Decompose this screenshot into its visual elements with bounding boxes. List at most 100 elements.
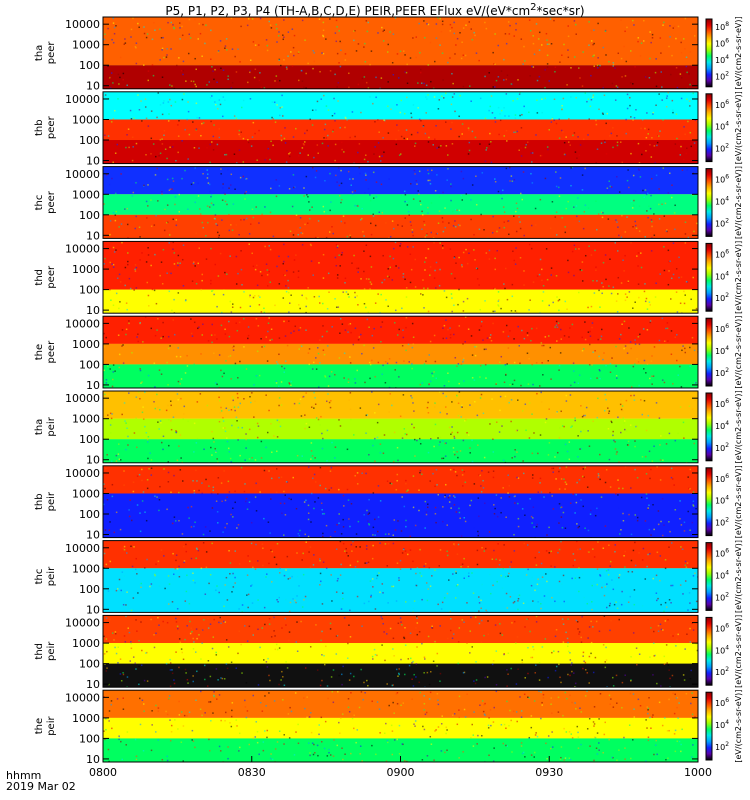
speckle-pixel <box>651 383 653 385</box>
speckle-pixel <box>369 281 372 283</box>
speckle-pixel <box>638 343 641 346</box>
speckle-pixel <box>564 226 566 228</box>
speckle-pixel <box>160 441 163 444</box>
speckle-pixel <box>569 674 571 677</box>
speckle-pixel <box>281 94 283 97</box>
speckle-pixel <box>322 561 325 564</box>
speckle-pixel <box>475 679 478 681</box>
speckle-pixel <box>359 172 361 175</box>
speckle-pixel <box>530 224 533 227</box>
speckle-pixel <box>443 385 446 387</box>
speckle-pixel <box>428 383 430 385</box>
speckle-pixel <box>530 515 533 518</box>
speckle-pixel <box>461 264 463 266</box>
speckle-pixel <box>513 35 516 37</box>
speckle-pixel <box>306 129 308 132</box>
speckle-pixel <box>357 267 360 270</box>
speckle-pixel <box>179 38 181 40</box>
speckle-pixel <box>238 563 241 565</box>
speckle-pixel <box>166 221 168 224</box>
speckle-pixel <box>429 585 432 587</box>
speckle-pixel <box>287 291 290 294</box>
speckle-pixel <box>435 468 438 471</box>
speckle-pixel <box>432 87 435 89</box>
speckle-pixel <box>331 600 333 602</box>
speckle-pixel <box>505 324 508 327</box>
speckle-pixel <box>442 392 444 395</box>
speckle-pixel <box>626 216 628 218</box>
speckle-pixel <box>311 109 314 112</box>
speckle-pixel <box>678 276 680 279</box>
speckle-pixel <box>248 233 251 235</box>
speckle-pixel <box>582 468 585 470</box>
speckle-pixel <box>363 288 366 290</box>
speckle-pixel <box>247 606 249 609</box>
speckle-pixel <box>392 648 394 650</box>
speckle-pixel <box>456 209 458 211</box>
speckle-pixel <box>265 157 268 159</box>
speckle-pixel <box>444 494 446 497</box>
speckle-pixel <box>540 342 543 344</box>
speckle-pixel <box>283 243 285 246</box>
speckle-pixel <box>168 583 171 585</box>
speckle-pixel <box>167 120 170 122</box>
speckle-pixel <box>457 641 460 643</box>
speckle-pixel <box>283 371 285 373</box>
speckle-pixel <box>313 60 315 63</box>
speckle-pixel <box>382 30 384 33</box>
speckle-pixel <box>592 671 595 674</box>
speckle-pixel <box>307 62 309 65</box>
speckle-pixel <box>645 193 648 196</box>
speckle-pixel <box>347 698 350 700</box>
speckle-pixel <box>261 710 264 712</box>
speckle-pixel <box>480 213 482 216</box>
panel-image <box>103 241 698 314</box>
speckle-pixel <box>577 526 579 529</box>
y-tick-label: 100 <box>79 508 100 521</box>
speckle-pixel <box>246 640 249 642</box>
speckle-pixel <box>285 285 287 287</box>
speckle-pixel <box>564 527 567 529</box>
speckle-pixel <box>462 251 465 254</box>
speckle-pixel <box>691 756 693 758</box>
speckle-pixel <box>623 420 626 422</box>
speckle-pixel <box>438 382 440 385</box>
speckle-pixel <box>541 98 543 100</box>
speckle-pixel <box>105 173 108 176</box>
speckle-pixel <box>377 403 380 406</box>
speckle-pixel <box>133 432 136 434</box>
speckle-pixel <box>409 281 412 284</box>
speckle-pixel <box>479 397 482 399</box>
speckle-pixel <box>577 435 579 437</box>
speckle-pixel <box>472 745 475 747</box>
speckle-pixel <box>647 707 650 710</box>
speckle-pixel <box>327 272 330 275</box>
speckle-pixel <box>129 287 132 290</box>
speckle-pixel <box>239 454 241 457</box>
speckle-pixel <box>437 703 440 706</box>
speckle-pixel <box>339 318 342 320</box>
speckle-pixel <box>422 125 425 128</box>
speckle-pixel <box>145 153 147 156</box>
speckle-pixel <box>174 567 177 570</box>
speckle-pixel <box>423 20 425 22</box>
speckle-pixel <box>498 431 501 433</box>
speckle-pixel <box>192 480 194 482</box>
speckle-pixel <box>560 129 563 132</box>
speckle-pixel <box>342 494 345 497</box>
speckle-pixel <box>304 223 306 226</box>
speckle-pixel <box>361 77 364 80</box>
speckle-pixel <box>672 383 674 385</box>
speckle-pixel <box>122 547 125 550</box>
speckle-pixel <box>159 485 161 488</box>
speckle-pixel <box>236 527 238 529</box>
speckle-pixel <box>438 565 441 567</box>
speckle-pixel <box>449 611 452 613</box>
speckle-pixel <box>558 548 561 551</box>
speckle-pixel <box>473 527 475 529</box>
speckle-pixel <box>467 153 470 155</box>
speckle-pixel <box>121 571 124 573</box>
speckle-pixel <box>226 667 229 670</box>
speckle-pixel <box>292 598 294 600</box>
speckle-pixel <box>647 553 649 556</box>
